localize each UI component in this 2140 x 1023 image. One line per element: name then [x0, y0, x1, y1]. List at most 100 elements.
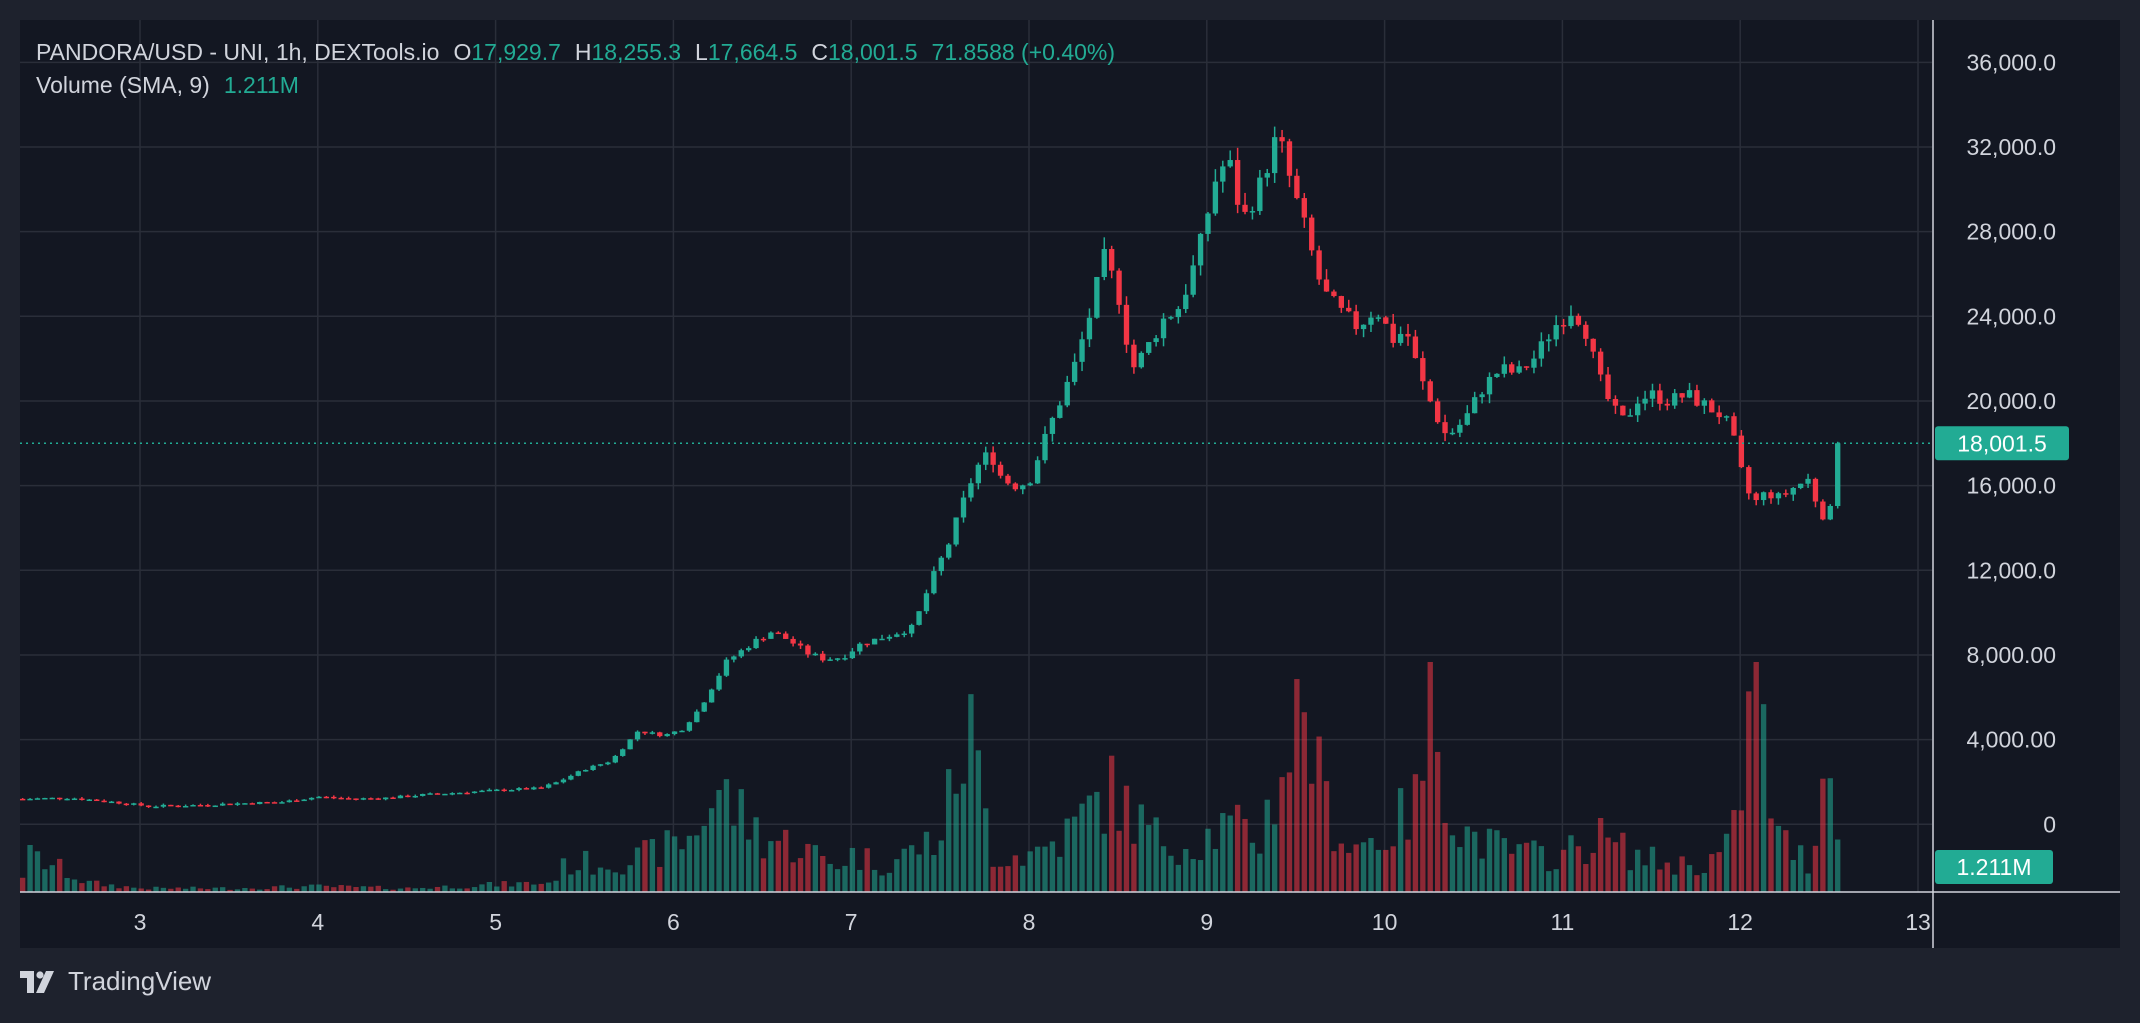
volume-bar — [1642, 865, 1648, 892]
ohlc-row: PANDORA/USD - UNI, 1h, DEXTools.io O17,92… — [36, 36, 1129, 69]
candle — [1486, 372, 1493, 404]
volume-bar — [1531, 840, 1537, 892]
volume-bar — [271, 886, 278, 892]
volume-bar — [1234, 804, 1241, 892]
volume-bar — [1271, 824, 1278, 892]
candle — [220, 802, 226, 806]
candle — [1264, 168, 1270, 187]
volume-bar — [1449, 835, 1456, 892]
candle — [960, 490, 967, 523]
volume-indicator-label[interactable]: Volume (SMA, 9) — [36, 72, 210, 98]
candle — [642, 731, 648, 735]
candle — [1568, 305, 1574, 329]
candle — [716, 673, 722, 691]
volume-bar — [19, 877, 26, 892]
volume-bar — [153, 886, 159, 892]
volume-bar — [205, 889, 211, 892]
x-tick-label: 13 — [1905, 909, 1931, 935]
volume-bar — [42, 869, 48, 892]
candle — [301, 799, 307, 802]
candle — [605, 761, 611, 766]
volume-bar — [1457, 847, 1463, 892]
volume-bar — [442, 885, 448, 892]
candle — [1575, 313, 1582, 327]
candle — [1242, 192, 1248, 215]
candle — [1805, 473, 1811, 488]
y-tick-label: 12,000.0 — [1966, 557, 2056, 583]
candle — [538, 786, 544, 789]
candle — [1657, 383, 1663, 411]
volume-bar — [946, 769, 952, 892]
volume-bar — [1301, 712, 1307, 892]
candle — [1301, 193, 1307, 228]
candle — [1286, 138, 1293, 188]
candle — [790, 636, 796, 647]
time-axis[interactable]: 3 4 5 6 7 8 9 10 11 12 13 — [134, 909, 1931, 935]
candle — [1368, 311, 1374, 333]
candle — [590, 764, 596, 771]
volume-bar — [812, 845, 819, 892]
volume-bar — [605, 869, 611, 892]
volume-bar — [901, 848, 907, 892]
volume-bar — [1057, 856, 1063, 892]
candle — [1494, 373, 1500, 378]
volume-bar — [264, 889, 270, 892]
price-axis[interactable]: 36,000.0 32,000.0 28,000.0 24,000.0 20,000.0… — [1966, 49, 2056, 837]
volume-bar — [1027, 851, 1033, 892]
volume-bar — [494, 886, 500, 892]
candle — [108, 800, 115, 804]
volume-bar — [1079, 803, 1085, 892]
volume-bar — [479, 884, 485, 892]
candle — [57, 797, 63, 801]
candle — [42, 797, 48, 800]
volume-bar — [1768, 818, 1774, 892]
candle — [871, 638, 878, 645]
candle — [1731, 412, 1737, 436]
tradingview-branding[interactable]: TradingView — [20, 966, 211, 997]
volume-bar — [1479, 858, 1485, 892]
volume-bar — [516, 882, 522, 892]
volume-bar — [1227, 815, 1233, 892]
symbol-title[interactable]: PANDORA/USD - UNI, 1h, DEXTools.io — [36, 39, 440, 65]
volume-bar — [397, 888, 404, 892]
volume-bar — [1797, 845, 1804, 892]
x-tick-label: 8 — [1023, 909, 1036, 935]
candle — [560, 778, 567, 784]
candle — [271, 801, 278, 804]
candle — [583, 769, 589, 772]
volume-bar — [1197, 860, 1204, 892]
candle — [242, 803, 248, 805]
volume-bar — [1220, 813, 1226, 892]
volume-bar — [1168, 855, 1174, 892]
candle — [420, 793, 426, 797]
close-label: C — [811, 39, 828, 65]
volume-bar — [820, 855, 826, 892]
candle — [101, 799, 107, 803]
candle — [1116, 268, 1122, 314]
volume-bar — [1116, 830, 1122, 892]
candle — [449, 792, 456, 796]
candle — [145, 805, 152, 808]
candle — [1627, 408, 1633, 417]
volume-bar — [805, 843, 811, 892]
candle — [1827, 504, 1833, 521]
candle — [508, 789, 515, 792]
candle — [1397, 326, 1404, 346]
candle — [1642, 390, 1648, 411]
volume-bar — [671, 836, 678, 892]
volume-bar — [1472, 831, 1478, 892]
volume-bar — [1568, 835, 1574, 892]
volume-bar — [553, 880, 559, 892]
volume-bar — [760, 858, 767, 892]
volume-bar — [723, 779, 730, 892]
volume-bar — [1412, 774, 1419, 892]
candle — [1131, 339, 1137, 374]
volume-indicator-value: 1.211M — [223, 72, 299, 98]
volume-bar — [545, 882, 552, 892]
volume-bar — [775, 840, 781, 892]
candle — [827, 657, 833, 661]
candle — [768, 631, 774, 639]
volume-bar — [1820, 778, 1826, 892]
volume-bar — [575, 870, 581, 892]
